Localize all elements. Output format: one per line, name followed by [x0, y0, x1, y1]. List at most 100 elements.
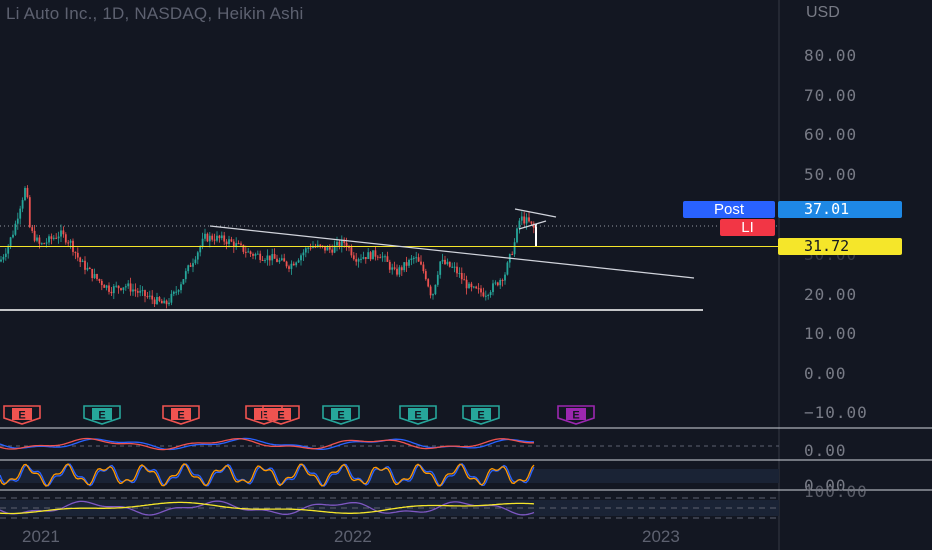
bullish-candle [362, 257, 365, 259]
bearish-candle [456, 266, 458, 274]
bearish-candle [261, 259, 264, 261]
bullish-candle [14, 223, 17, 235]
price-tick-20: 20.00 [804, 285, 858, 304]
bearish-candle [482, 292, 485, 297]
earnings-badge [83, 405, 121, 425]
bullish-candle [372, 250, 374, 260]
bullish-candle [295, 262, 298, 266]
bullish-candle [184, 271, 187, 280]
bullish-candle [199, 246, 202, 253]
bullish-candle [9, 237, 12, 246]
earnings-badge-letter: E [177, 410, 184, 422]
bullish-candle [360, 258, 362, 260]
price-tick-80: 80.00 [804, 46, 858, 65]
bullish-candle [297, 260, 300, 263]
bearish-candle [67, 242, 70, 244]
bullish-candle [112, 286, 115, 294]
bullish-candle [196, 252, 199, 260]
bearish-candle [511, 254, 514, 256]
bullish-candle [132, 289, 134, 292]
bullish-candle [16, 218, 19, 224]
bearish-candle [88, 267, 91, 269]
bearish-candle [237, 243, 240, 245]
symbol-tag: LI [720, 219, 775, 236]
rsi-ma-line [0, 501, 535, 515]
bearish-candle [103, 285, 106, 288]
bearish-candle [242, 244, 245, 252]
bullish-candle [357, 259, 360, 262]
bullish-candle [384, 256, 386, 258]
bullish-candle [494, 282, 497, 284]
bearish-candle [448, 261, 451, 267]
bearish-candle [273, 254, 276, 259]
bullish-candle [52, 237, 55, 239]
bearish-candle [309, 247, 312, 249]
bullish-candle [398, 267, 401, 275]
bullish-candle [492, 283, 494, 293]
bullish-candle [336, 241, 338, 246]
macd-line [0, 437, 535, 451]
bearish-candle [84, 260, 86, 270]
bullish-candle [69, 240, 72, 243]
bearish-candle [165, 300, 168, 305]
earnings-badge-letter: E [277, 410, 284, 422]
bullish-candle [86, 267, 89, 270]
bearish-candle [55, 237, 58, 239]
bearish-candle [98, 278, 101, 281]
earnings-badge-fill [566, 408, 586, 420]
bullish-candle [168, 302, 170, 305]
bullish-candle [489, 292, 492, 295]
bullish-candle [12, 234, 14, 238]
bearish-candle [218, 235, 221, 239]
bullish-candle [439, 261, 442, 275]
earnings-badge-fill [408, 408, 428, 420]
bullish-candle [40, 243, 43, 245]
bearish-candle [319, 244, 322, 246]
bullish-candle [19, 208, 22, 219]
bearish-candle [352, 255, 355, 260]
bullish-candle [45, 242, 48, 244]
bearish-candle [444, 259, 446, 265]
bearish-candle [283, 258, 286, 262]
bullish-candle [513, 242, 516, 255]
bearish-candle [276, 258, 278, 262]
bullish-candle [170, 293, 173, 303]
year-label-2023: 2023 [642, 527, 680, 546]
bearish-candle [50, 236, 53, 239]
bullish-candle [180, 284, 182, 291]
bearish-candle [64, 234, 67, 243]
bearish-candle [211, 235, 214, 240]
bullish-candle [264, 260, 266, 262]
bearish-candle [364, 257, 367, 259]
currency-label[interactable]: USD [806, 4, 840, 21]
symbol-title[interactable]: Li Auto Inc., 1D, NASDAQ, Heikin Ashi [6, 4, 304, 23]
bullish-candle [367, 252, 370, 259]
bullish-candle [458, 273, 461, 275]
year-label-2022: 2022 [334, 527, 372, 546]
bullish-candle [300, 255, 302, 261]
bullish-candle [177, 290, 180, 292]
bullish-candle [278, 260, 281, 262]
bearish-candle [480, 288, 482, 293]
bearish-candle [314, 246, 317, 248]
bearish-candle [151, 295, 154, 300]
price-tick-60: 60.00 [804, 125, 858, 144]
bearish-candle [74, 251, 77, 253]
bullish-candle [24, 187, 26, 201]
bullish-candle [175, 291, 178, 293]
bearish-candle [345, 242, 348, 248]
bullish-candle [36, 237, 38, 241]
earnings-marker: E [162, 405, 200, 425]
price-tick-0: 0.00 [804, 364, 847, 383]
rsi-line [0, 500, 535, 516]
earnings-badge [399, 405, 437, 425]
bullish-candle [415, 257, 418, 259]
earnings-marker: E [83, 405, 121, 425]
bearish-candle [120, 288, 122, 290]
earnings-badge-fill [471, 408, 491, 420]
bullish-candle [280, 258, 283, 261]
bearish-candle [379, 257, 382, 259]
bullish-candle [216, 235, 218, 241]
descending-trendline [209, 225, 695, 279]
